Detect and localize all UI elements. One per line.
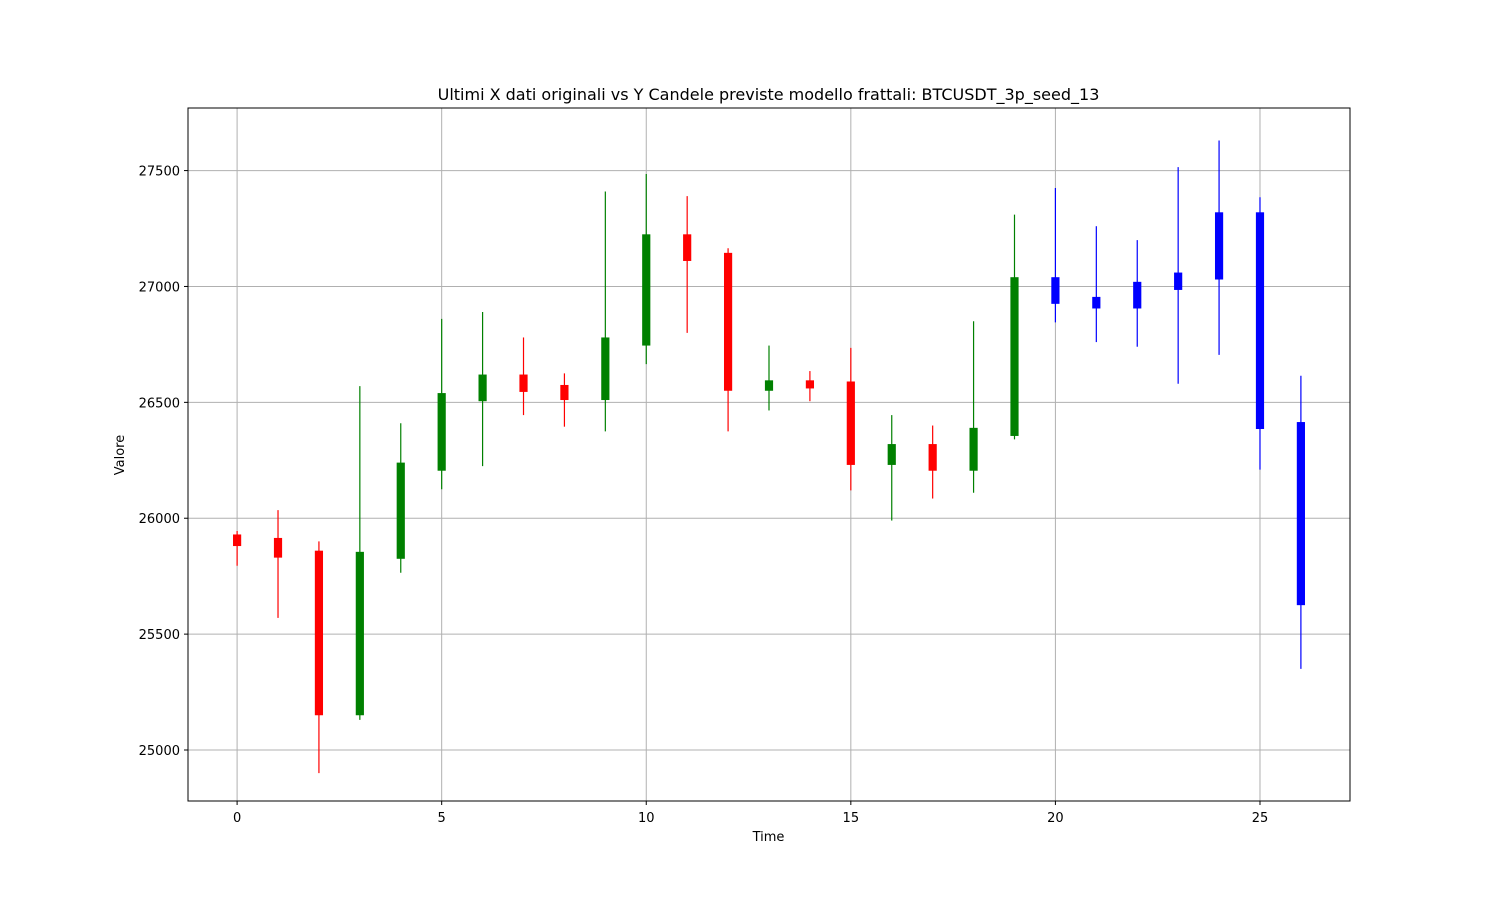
candle-up bbox=[396, 423, 405, 573]
candle-up bbox=[601, 191, 610, 432]
candle-up bbox=[887, 415, 896, 521]
x-axis-title: Time bbox=[752, 830, 785, 845]
candle-up bbox=[478, 311, 487, 467]
candle-down bbox=[314, 541, 324, 774]
candle-body bbox=[519, 374, 528, 392]
candle-predicted bbox=[1214, 140, 1224, 355]
candles bbox=[233, 140, 1305, 774]
y-tick-label: 25500 bbox=[139, 628, 180, 643]
candle-body bbox=[723, 252, 733, 391]
candle-body bbox=[1174, 272, 1183, 290]
candle-up bbox=[764, 345, 774, 411]
candle-up bbox=[969, 321, 978, 493]
candle-body bbox=[887, 444, 896, 465]
candle-down bbox=[723, 248, 733, 432]
candle-body bbox=[1296, 422, 1305, 606]
x-tick-label: 5 bbox=[438, 811, 446, 826]
candle-body bbox=[601, 337, 610, 401]
plot-frame bbox=[187, 107, 1351, 802]
candle-predicted bbox=[1255, 197, 1265, 470]
candle-body bbox=[805, 380, 815, 389]
candle-down bbox=[846, 347, 855, 491]
candle-predicted bbox=[1296, 375, 1305, 669]
candle-down bbox=[519, 337, 528, 416]
candle-body bbox=[560, 384, 569, 401]
candle-predicted bbox=[1133, 240, 1142, 347]
candle-up bbox=[642, 174, 651, 365]
x-tick-label: 25 bbox=[1252, 811, 1269, 826]
x-tick-label: 10 bbox=[638, 811, 655, 826]
candle-body bbox=[478, 374, 487, 402]
candle-predicted bbox=[1051, 187, 1060, 323]
y-axis-title: Valore bbox=[113, 435, 128, 475]
y-tick-label: 27500 bbox=[139, 165, 180, 180]
y-tick-label: 27000 bbox=[139, 280, 180, 295]
candle-body bbox=[846, 381, 855, 465]
y-axis: 25000 25500 26000 26500 27000 27500 bbox=[139, 165, 188, 759]
candle-up bbox=[1010, 214, 1019, 440]
x-tick-label: 0 bbox=[233, 811, 241, 826]
y-tick-label: 26000 bbox=[139, 512, 180, 527]
candle-body bbox=[355, 551, 364, 716]
candle-body bbox=[969, 427, 978, 471]
candle-body bbox=[683, 234, 692, 261]
candle-body bbox=[764, 380, 774, 391]
candle-body bbox=[273, 537, 283, 558]
candle-down bbox=[560, 373, 569, 427]
candle-body bbox=[1092, 296, 1101, 309]
candle-body bbox=[233, 534, 242, 547]
candle-down bbox=[683, 196, 692, 333]
candle-body bbox=[314, 550, 324, 716]
candle-predicted bbox=[1174, 167, 1183, 384]
candle-down bbox=[233, 530, 242, 566]
candle-body bbox=[396, 462, 405, 559]
y-tick-label: 25000 bbox=[139, 744, 180, 759]
candle-predicted bbox=[1092, 226, 1101, 343]
candle-body bbox=[1255, 212, 1265, 430]
candle-down bbox=[928, 425, 937, 499]
candle-body bbox=[1010, 277, 1019, 436]
candle-body bbox=[642, 234, 651, 346]
candle-body bbox=[437, 393, 446, 471]
chart-title: Ultimi X dati originali vs Y Candele pre… bbox=[438, 85, 1100, 105]
x-axis: 0 5 10 15 20 25 bbox=[233, 801, 1268, 826]
x-tick-label: 15 bbox=[843, 811, 860, 826]
y-tick-label: 26500 bbox=[139, 396, 180, 411]
candle-down bbox=[805, 371, 815, 402]
candle-up bbox=[355, 386, 364, 720]
candle-body bbox=[928, 444, 937, 471]
candle-body bbox=[1214, 212, 1224, 280]
candle-down bbox=[273, 510, 283, 618]
x-tick-label: 20 bbox=[1047, 811, 1064, 826]
candle-body bbox=[1051, 277, 1060, 304]
candle-body bbox=[1133, 281, 1142, 309]
candle-up bbox=[437, 318, 446, 490]
